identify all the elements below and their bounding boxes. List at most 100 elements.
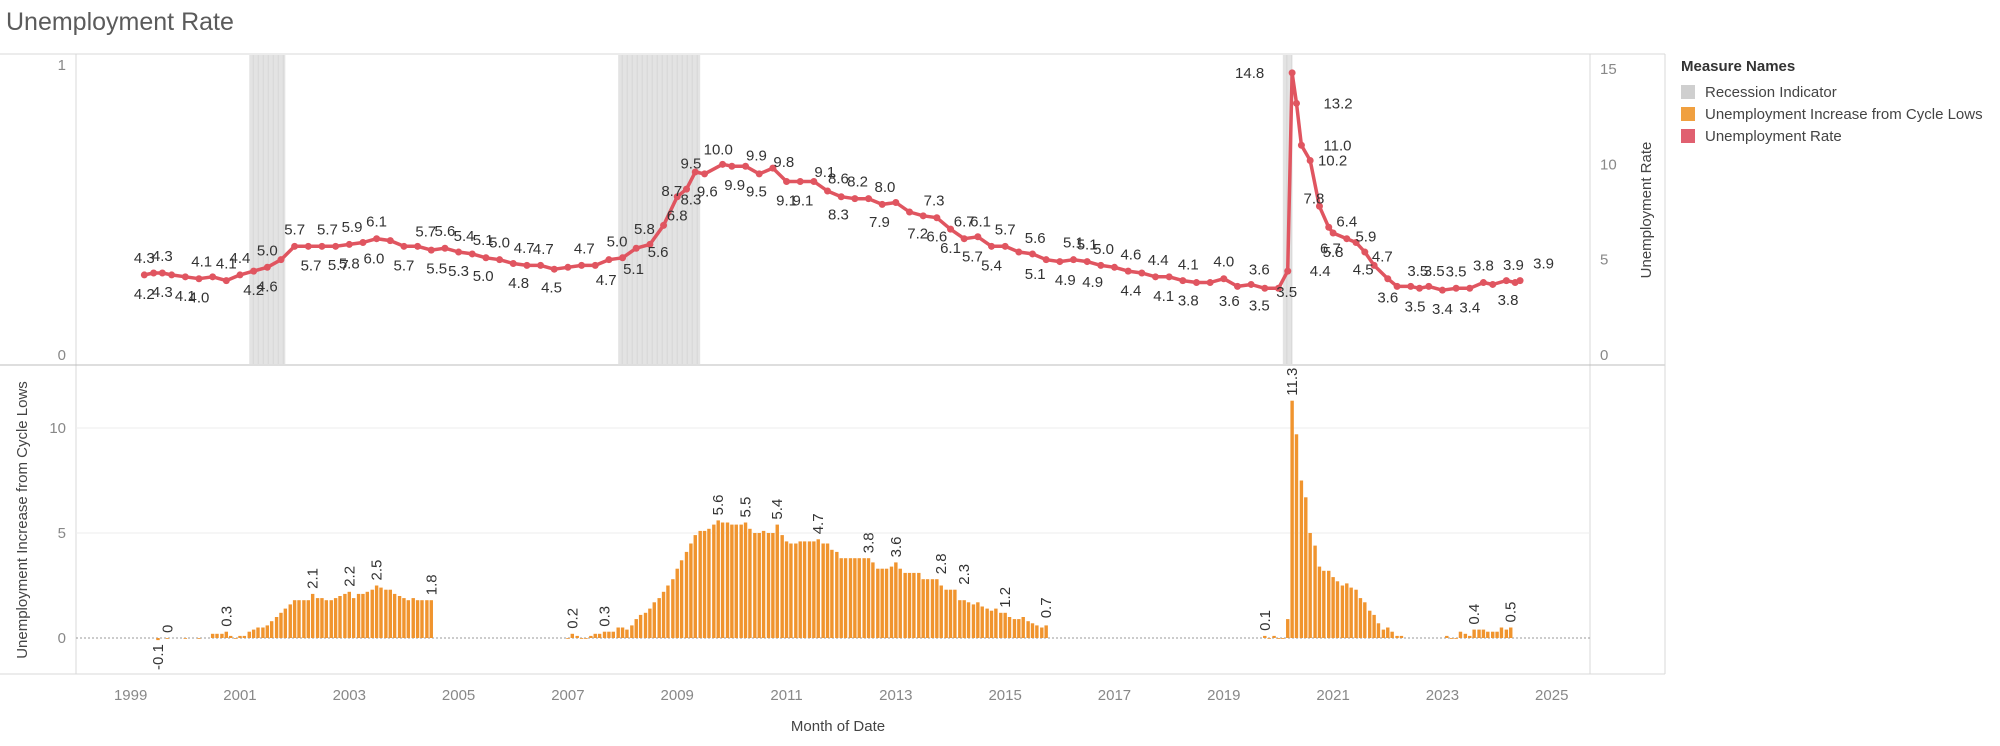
- unemployment-rate-point: [1352, 239, 1360, 247]
- increase-bar: [415, 600, 420, 638]
- unemployment-rate-point: [769, 164, 777, 172]
- unemployment-rate-point: [1489, 280, 1497, 288]
- increase-bar: [429, 600, 433, 638]
- increase-bar: [1331, 577, 1335, 638]
- unemployment-rate-point: [537, 261, 545, 269]
- increase-bar: [156, 638, 160, 641]
- unemployment-rate-point: [691, 168, 699, 176]
- increase-bar: [948, 589, 953, 638]
- legend-item-rate[interactable]: Unemployment Rate: [1681, 125, 1983, 147]
- y-left-tick-label: 1: [58, 57, 66, 74]
- legend-item-recession[interactable]: Recession Indicator: [1681, 81, 1983, 103]
- unemployment-rate-point: [837, 193, 845, 201]
- unemployment-rate-point: [564, 263, 572, 271]
- increase-bar: [1286, 619, 1290, 638]
- increase-bar: [1399, 635, 1404, 638]
- increase-bar: [953, 589, 957, 638]
- line-data-label: 5.8: [339, 255, 360, 272]
- legend-item-increase[interactable]: Unemployment Increase from Cycle Lows: [1681, 103, 1983, 125]
- increase-bar: [256, 627, 260, 638]
- line-data-label: 6.1: [970, 214, 991, 231]
- unemployment-rate-point: [1466, 284, 1474, 292]
- line-data-label: 5.0: [473, 268, 494, 285]
- increase-bar: [1313, 545, 1317, 638]
- increase-bar: [853, 558, 857, 638]
- unemployment-rate-point: [1452, 284, 1460, 292]
- increase-bar: [766, 533, 771, 638]
- unemployment-rate-point: [386, 237, 394, 245]
- increase-bar: [898, 568, 902, 638]
- line-data-label: 7.8: [1304, 190, 1325, 207]
- increase-bar: [802, 541, 807, 638]
- increase-bar: [302, 600, 306, 638]
- unemployment-rate-point: [263, 263, 271, 271]
- legend-title: Measure Names: [1681, 58, 1796, 75]
- bar-data-label: 0.7: [1038, 597, 1055, 618]
- line-data-label: 5.1: [623, 261, 644, 278]
- increase-bar: [716, 520, 720, 638]
- increase-bar: [693, 535, 697, 638]
- increase-bar: [1349, 587, 1353, 638]
- increase-bar: [1358, 598, 1363, 638]
- increase-bar: [839, 558, 843, 638]
- line-data-label: 3.6: [1219, 293, 1240, 310]
- x-tick-label: 2001: [223, 687, 256, 704]
- y-bottom-tick-label: 0: [58, 630, 66, 647]
- increase-bar: [616, 627, 620, 638]
- bar-data-label: 0.2: [564, 608, 581, 629]
- line-data-label: 4.2: [243, 282, 264, 299]
- unemployment-rate-point: [919, 212, 927, 220]
- increase-bar: [1386, 627, 1390, 638]
- increase-bar: [857, 558, 861, 638]
- x-tick-label: 2025: [1535, 687, 1568, 704]
- line-data-label: 3.6: [1249, 262, 1270, 279]
- unemployment-rate-point: [195, 275, 203, 283]
- increase-bar: [1267, 638, 1271, 639]
- increase-bar: [1012, 619, 1017, 638]
- unemployment-rate-point: [158, 269, 166, 277]
- unemployment-rate-point: [427, 246, 435, 254]
- unemployment-rate-point: [1425, 282, 1433, 290]
- recession-band: [618, 55, 701, 364]
- unemployment-rate-point: [865, 195, 873, 203]
- increase-bar: [675, 568, 679, 638]
- unemployment-rate-point: [250, 267, 258, 275]
- unemployment-rate-point: [1393, 282, 1401, 290]
- increase-bar: [607, 631, 611, 638]
- line-data-label: 4.3: [134, 250, 155, 267]
- y-bottom-tick-label: 10: [49, 420, 66, 437]
- unemployment-rate-point: [591, 261, 599, 269]
- increase-bar: [279, 612, 283, 638]
- bar-data-label: 2.5: [369, 560, 386, 581]
- legend: Measure Names Recession Indicator Unempl…: [1681, 58, 1983, 147]
- increase-bar: [1276, 638, 1281, 639]
- increase-bar: [406, 600, 411, 638]
- line-data-label: 5.9: [342, 219, 363, 236]
- increase-bar: [374, 585, 379, 638]
- bar-data-label: 3.6: [888, 537, 905, 558]
- line-data-label: 3.9: [1503, 257, 1524, 274]
- line-data-label: 5.7: [301, 257, 322, 274]
- increase-bar: [1458, 631, 1463, 638]
- unemployment-rate-point: [236, 271, 244, 279]
- bar-data-label: 2.8: [933, 553, 950, 574]
- increase-bar: [661, 591, 666, 638]
- unemployment-rate-point: [673, 193, 681, 201]
- unemployment-rate-point: [482, 254, 490, 262]
- unemployment-rate-point: [1179, 277, 1187, 285]
- increase-bar: [812, 541, 816, 638]
- unemployment-rate-point: [414, 242, 422, 250]
- increase-bar: [825, 543, 830, 638]
- increase-bar: [939, 585, 943, 638]
- unemployment-rate-point: [168, 271, 176, 279]
- increase-bar: [698, 530, 702, 638]
- line-data-label: 5.8: [634, 221, 655, 238]
- bar-data-label: 2.3: [956, 564, 973, 585]
- x-axis-label: Month of Date: [791, 718, 885, 735]
- bar-data-label: 0: [159, 625, 176, 633]
- increase-bar: [602, 631, 607, 638]
- unemployment-rate-point: [1001, 242, 1009, 250]
- line-data-label: 4.4: [230, 250, 251, 267]
- unemployment-rate-point: [181, 273, 189, 281]
